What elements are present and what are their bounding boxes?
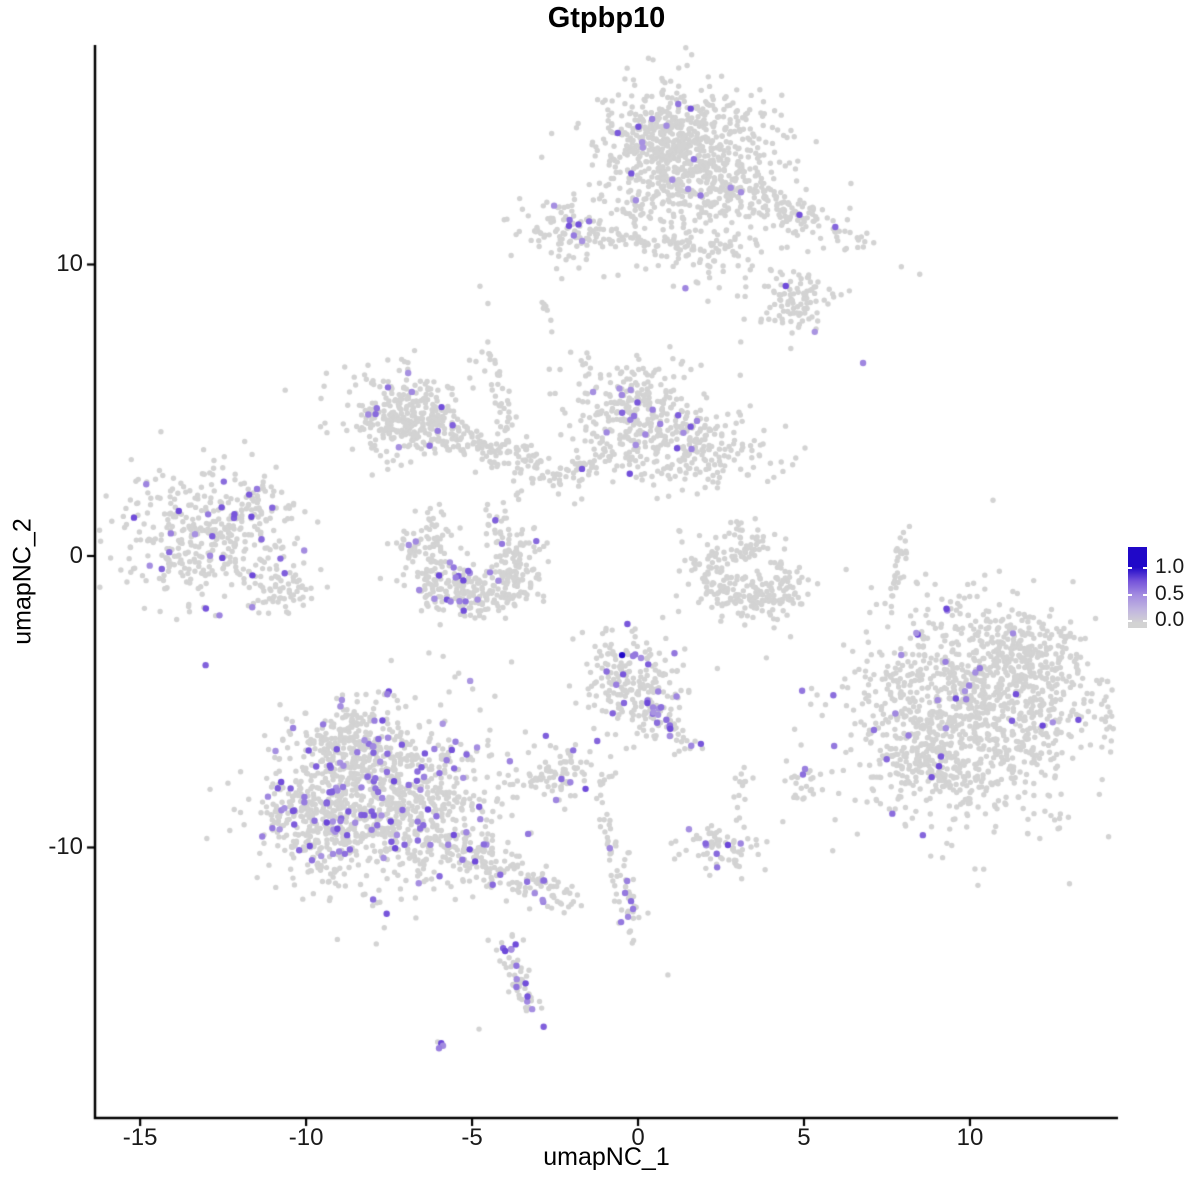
plot-title: Gtpbp10 xyxy=(547,2,666,34)
x-tick-label: -10 xyxy=(288,1124,324,1151)
y-tick-label: -10 xyxy=(48,833,83,861)
x-tick-label: 10 xyxy=(956,1124,984,1151)
colorbar-tick-mark xyxy=(1143,594,1147,596)
x-tick-label: -5 xyxy=(461,1124,483,1151)
colorbar-tick-mark xyxy=(1143,620,1147,622)
colorbar-legend: 1.0 0.5 0.0 xyxy=(1128,547,1200,637)
colorbar-tick-label: 0.0 xyxy=(1155,608,1185,631)
y-tick-label: 0 xyxy=(69,541,83,569)
colorbar-tick-label: 1.0 xyxy=(1155,555,1185,578)
y-axis-label: umapNC_2 xyxy=(8,518,37,645)
x-axis-label: umapNC_1 xyxy=(543,1143,670,1171)
colorbar-tick-label: 0.5 xyxy=(1155,582,1185,605)
colorbar-tick-mark xyxy=(1143,567,1147,569)
x-tick-label: 0 xyxy=(631,1124,645,1151)
colorbar-tick-mark xyxy=(1128,567,1132,569)
colorbar-tick-mark xyxy=(1128,620,1132,622)
x-tick-label: 5 xyxy=(797,1124,811,1151)
colorbar-gradient xyxy=(1128,547,1147,628)
colorbar-tick-mark xyxy=(1128,594,1132,596)
y-tick-label: 10 xyxy=(56,250,83,278)
x-tick-label: -15 xyxy=(122,1124,158,1151)
